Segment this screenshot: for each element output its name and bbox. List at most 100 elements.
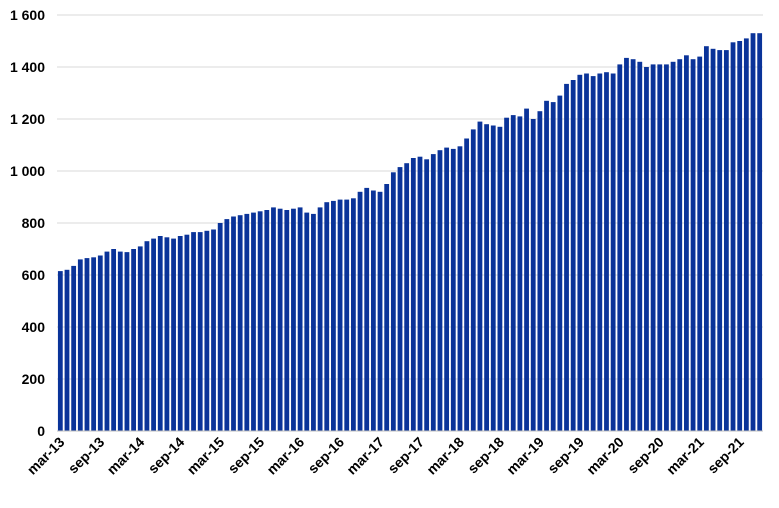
y-tick-label: 0	[37, 423, 45, 439]
bar	[684, 55, 689, 432]
bar	[191, 232, 196, 431]
bar	[124, 252, 130, 431]
bar	[297, 207, 303, 431]
bar	[117, 251, 123, 431]
bar	[650, 64, 656, 432]
bar	[311, 213, 316, 431]
bar	[111, 249, 117, 431]
bar	[723, 50, 729, 431]
bar	[584, 73, 589, 431]
bar	[524, 108, 529, 431]
bar	[257, 211, 263, 431]
x-tick-label: mar-21	[663, 434, 707, 478]
x-tick-label: sep-17	[384, 434, 427, 477]
bar	[664, 64, 669, 432]
bar	[510, 115, 516, 431]
bar	[530, 119, 536, 431]
x-tick-label: mar-13	[24, 434, 68, 478]
bar	[690, 59, 696, 431]
bar	[64, 269, 70, 431]
x-tick-label: sep-18	[464, 434, 507, 477]
bar	[390, 172, 396, 432]
bar	[624, 57, 629, 432]
y-tick-label: 1 400	[10, 59, 45, 75]
y-tick-label: 200	[22, 371, 46, 387]
bar	[224, 219, 230, 431]
bar	[384, 184, 390, 431]
bar	[350, 198, 356, 431]
bar	[97, 255, 103, 431]
bar	[484, 124, 489, 431]
bar	[197, 232, 203, 431]
x-tick-label: mar-16	[263, 434, 307, 478]
x-tick-label: mar-15	[184, 434, 228, 478]
bar	[370, 190, 376, 431]
bar	[743, 38, 749, 432]
bar	[91, 257, 97, 431]
bars	[57, 33, 763, 432]
y-axis: 0 200 400 600 800 1 000 1 200 1 400 1 600	[10, 7, 45, 439]
bar	[424, 159, 430, 432]
bar	[237, 215, 243, 431]
bar	[164, 237, 170, 431]
bar	[577, 74, 583, 432]
bar	[610, 73, 616, 431]
bar	[211, 229, 216, 431]
x-tick-label: mar-19	[503, 434, 547, 478]
bar	[264, 210, 270, 431]
x-tick-label: sep-21	[704, 434, 747, 477]
bar	[604, 72, 609, 431]
bar	[737, 41, 743, 431]
y-tick-label: 1 200	[10, 111, 45, 127]
gridlines	[57, 14, 763, 380]
bar	[564, 83, 569, 432]
bar	[204, 230, 210, 431]
bar	[217, 223, 223, 431]
bar	[430, 154, 436, 431]
bar	[171, 238, 176, 431]
bar	[617, 64, 623, 432]
x-tick-label: mar-18	[423, 434, 467, 478]
bar	[517, 116, 523, 432]
bar	[717, 50, 723, 431]
bar	[457, 146, 463, 432]
bar	[144, 241, 150, 431]
bar	[450, 148, 456, 431]
bar	[677, 59, 683, 431]
x-tick-label: mar-20	[583, 434, 627, 478]
bar	[184, 234, 190, 431]
y-tick-label: 1 000	[10, 163, 45, 179]
bar	[670, 61, 676, 432]
bar	[104, 251, 110, 431]
x-tick-label: mar-14	[104, 434, 148, 478]
x-tick-label: sep-14	[145, 434, 188, 477]
x-axis: mar-13sep-13mar-14sep-14mar-15sep-15mar-…	[24, 430, 763, 478]
bar	[464, 138, 470, 431]
bar	[337, 199, 343, 431]
bar	[151, 238, 156, 431]
bar	[331, 200, 336, 431]
bar	[137, 246, 143, 431]
bar	[271, 207, 276, 431]
bar	[344, 199, 350, 431]
x-tick-label: sep-20	[624, 434, 667, 477]
bar	[277, 208, 283, 431]
x-tick-label: sep-19	[544, 434, 587, 477]
bar	[757, 33, 763, 431]
x-tick-label: sep-13	[65, 434, 108, 477]
bar	[437, 150, 443, 431]
y-tick-label: 600	[22, 267, 46, 283]
x-tick-label: mar-17	[343, 434, 387, 478]
bar	[317, 207, 323, 431]
bar	[597, 73, 603, 431]
bar	[244, 213, 250, 431]
bar	[477, 121, 483, 431]
bar	[703, 46, 709, 431]
bar	[750, 33, 756, 431]
bar	[71, 265, 77, 431]
bar	[504, 117, 509, 431]
bar	[570, 80, 576, 431]
bar	[284, 210, 290, 431]
bar	[557, 95, 563, 431]
